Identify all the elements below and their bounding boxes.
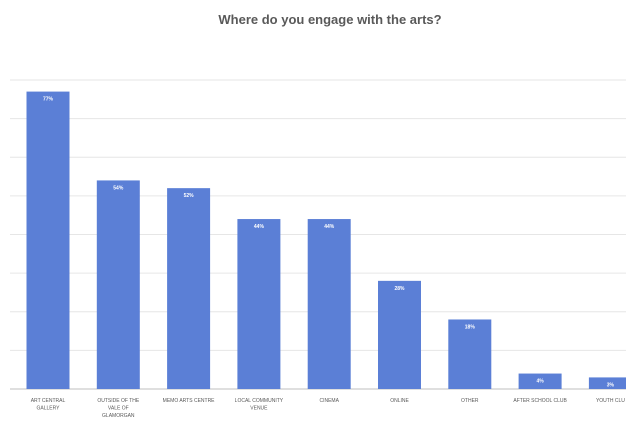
x-tick-label: OTHER: [461, 398, 479, 404]
bar: [167, 188, 211, 389]
x-tick-label: OUTSIDE OF THE VALE OF GLAMORGAN: [97, 398, 140, 419]
data-label: 18%: [465, 324, 476, 330]
data-label: 4%: [536, 379, 544, 385]
bar: [518, 373, 562, 389]
data-labels: 77% 54% 52% 44% 44% 28% 18% 4% 3%: [43, 97, 615, 389]
bar: [26, 91, 70, 390]
data-label: 3%: [607, 382, 615, 388]
x-tick-label: LOCAL COMMUNITY VENUE: [235, 398, 284, 412]
x-tick-label: ART CENTRAL GALLERY: [31, 398, 66, 412]
x-tick-label: ONLINE: [390, 398, 409, 404]
data-label: 28%: [394, 286, 405, 292]
x-tick-labels: ART CENTRAL GALLERY OUTSIDE OF THE VALE OF G…: [31, 398, 626, 419]
x-tick-label: CINEMA: [319, 398, 339, 404]
x-tick-label: MEMO ARTS CENTRE: [163, 398, 216, 404]
bar: [237, 219, 281, 389]
chart-title: Where do you engage with the arts?: [218, 12, 441, 27]
data-label: 54%: [113, 185, 124, 191]
data-label: 44%: [254, 224, 265, 230]
data-label: 44%: [324, 224, 335, 230]
bar: [307, 219, 351, 389]
bar: [378, 280, 421, 389]
bar: [588, 377, 626, 389]
bar: [96, 180, 140, 389]
x-tick-label: YOUTH CLU: [596, 398, 625, 404]
data-label: 52%: [184, 193, 195, 199]
bar: [448, 319, 492, 389]
bars: [26, 91, 626, 390]
x-tick-label: AFTER SCHOOL CLUB: [513, 398, 567, 404]
data-label: 77%: [43, 97, 54, 103]
